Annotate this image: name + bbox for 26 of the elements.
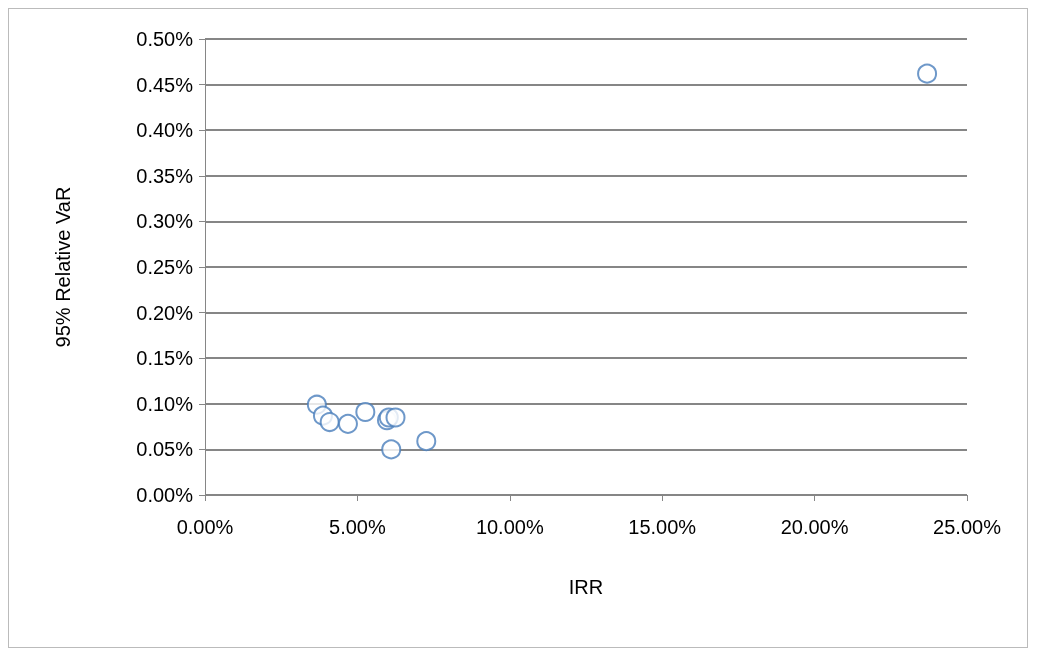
point	[355, 402, 376, 422]
point	[337, 413, 358, 434]
x-tick-label: 10.00%	[475, 516, 544, 538]
y-tick-label: 0.45%	[136, 73, 194, 96]
x-tick-label: 25.00%	[933, 516, 1002, 538]
x-tick-label: 0.00%	[176, 516, 234, 538]
y-tick-label: 0.10%	[136, 392, 194, 415]
point	[917, 63, 938, 84]
y-tick-label: 0.35%	[136, 164, 194, 187]
point	[416, 431, 437, 452]
y-axis-title: 95% Relative VaR	[52, 186, 74, 348]
point	[385, 407, 406, 428]
point	[381, 439, 402, 460]
x-tick-label: 5.00%	[329, 516, 386, 538]
y-tick-label: 0.50%	[136, 28, 194, 50]
y-tick-label: 0.30%	[136, 210, 194, 233]
y-tick-label: 0.05%	[136, 438, 194, 461]
x-tick-label: 15.00%	[628, 516, 697, 538]
y-tick-label: 0.00%	[136, 484, 194, 506]
x-tick-label: 20.00%	[780, 516, 849, 538]
y-tick-label: 0.25%	[136, 256, 194, 278]
y-tick-label: 0.40%	[136, 119, 194, 142]
x-axis-title: IRR	[568, 576, 604, 598]
point	[319, 412, 340, 433]
y-tick-label: 0.15%	[136, 347, 194, 370]
y-tick-label: 0.20%	[136, 301, 194, 324]
